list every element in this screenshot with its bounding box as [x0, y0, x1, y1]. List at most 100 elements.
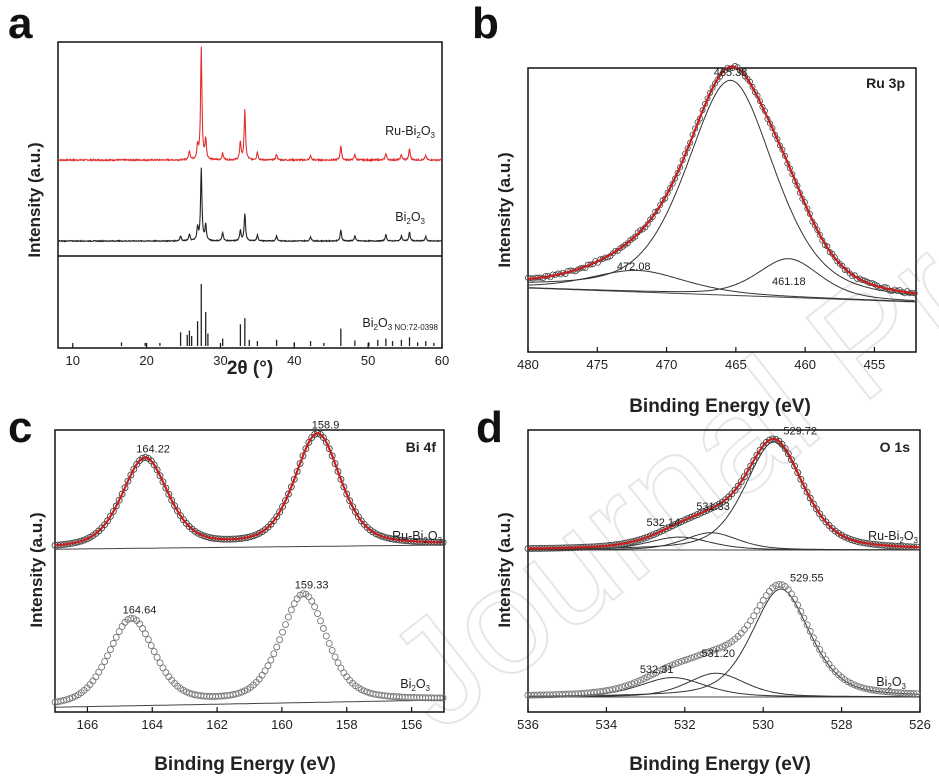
data-point	[325, 639, 333, 647]
panel-d-x-tick-label: 530	[752, 717, 774, 732]
data-point	[750, 612, 758, 620]
data-point	[816, 231, 823, 238]
data-point	[794, 601, 802, 609]
data-point	[165, 490, 173, 498]
data-point	[806, 494, 814, 502]
data-point	[235, 689, 243, 697]
panel-c-x-tick-label: 156	[401, 717, 423, 732]
data-point	[693, 652, 701, 660]
data-point	[153, 466, 161, 474]
data-point	[794, 469, 802, 477]
data-point	[910, 690, 918, 697]
data-point	[678, 517, 686, 525]
series-bi2o3-xrd	[57, 167, 443, 243]
data-point	[615, 684, 623, 692]
panel-a-ylabel: Intensity (a.u.)	[25, 142, 44, 257]
data-point	[328, 646, 336, 654]
data-point	[106, 646, 114, 654]
data-point	[675, 519, 682, 527]
data-point	[800, 482, 808, 490]
data-point	[860, 684, 868, 692]
data-point	[156, 659, 164, 667]
data-point	[709, 646, 717, 654]
data-point	[98, 663, 106, 671]
data-point	[109, 639, 117, 647]
data-point	[662, 525, 670, 533]
component-peak	[528, 79, 915, 296]
peak-label: 472.08	[617, 261, 651, 273]
data-point	[787, 590, 795, 598]
data-point	[913, 690, 921, 698]
data-point	[678, 657, 686, 665]
data-point	[643, 673, 651, 681]
data-point	[273, 643, 281, 651]
data-point	[267, 656, 275, 664]
data-point	[750, 457, 758, 464]
series-label-ru-bi2o3: Ru-Bi2O3	[868, 529, 918, 545]
data-point	[800, 614, 808, 622]
data-point	[284, 490, 292, 498]
fit-envelope	[527, 65, 917, 295]
panel-b-x-tick-label: 470	[656, 357, 678, 372]
data-point	[803, 621, 811, 629]
data-point	[806, 627, 814, 635]
component-peak	[528, 672, 920, 698]
data-point	[276, 636, 284, 644]
data-point	[334, 659, 342, 667]
data-point	[734, 482, 742, 490]
panel-label-d: d	[476, 403, 503, 452]
data-point	[299, 590, 307, 598]
data-point	[803, 488, 811, 496]
data-point	[662, 664, 670, 672]
data-point	[784, 450, 792, 458]
data-point	[118, 490, 126, 498]
data-point	[697, 651, 704, 659]
data-point	[349, 503, 357, 511]
data-point	[162, 669, 170, 677]
data-point	[797, 475, 805, 483]
peak-label: 531.33	[696, 501, 730, 513]
data-point	[439, 694, 447, 702]
data-point	[618, 683, 626, 691]
data-point	[109, 507, 117, 515]
data-point	[144, 636, 152, 644]
panel-d-x-tick-label: 528	[831, 717, 853, 732]
data-point	[681, 516, 689, 524]
panel-d-ylabel: Intensity (a.u.)	[495, 512, 514, 627]
data-point	[153, 653, 161, 661]
data-point	[287, 606, 295, 614]
peak-label: 465.38	[714, 67, 748, 79]
fit-envelope	[527, 437, 920, 550]
data-point	[290, 600, 298, 608]
panel-c-x-tick-label: 164	[141, 717, 163, 732]
panel-a-frame	[57, 41, 443, 349]
data-point	[690, 653, 698, 661]
data-point	[712, 645, 720, 653]
data-point	[744, 621, 751, 629]
data-point	[127, 614, 135, 622]
data-point	[101, 658, 109, 666]
data-point	[681, 656, 689, 664]
data-point	[156, 472, 164, 480]
data-point	[279, 628, 287, 636]
data-point	[171, 502, 179, 510]
data-point	[693, 511, 701, 518]
series-label-reference: Bi2O3 NO:72-0398	[362, 316, 438, 332]
data-point	[775, 581, 783, 588]
series-label-bi2o3: Bi2O3	[876, 675, 906, 691]
panel-c-x-tick-label: 166	[77, 717, 99, 732]
panel-d-title: O 1s	[880, 439, 911, 455]
data-point	[628, 680, 635, 688]
data-point	[715, 644, 723, 652]
data-point	[284, 613, 292, 621]
data-point	[631, 679, 639, 687]
data-point	[314, 610, 322, 618]
panel-b-x-tick-label: 465	[725, 357, 747, 372]
data-point	[841, 533, 849, 541]
data-point	[112, 502, 120, 510]
data-point	[436, 694, 444, 702]
data-point	[159, 478, 167, 486]
data-point	[811, 222, 818, 229]
data-point	[668, 661, 676, 669]
panel-d-x-tick-label: 536	[517, 717, 539, 732]
